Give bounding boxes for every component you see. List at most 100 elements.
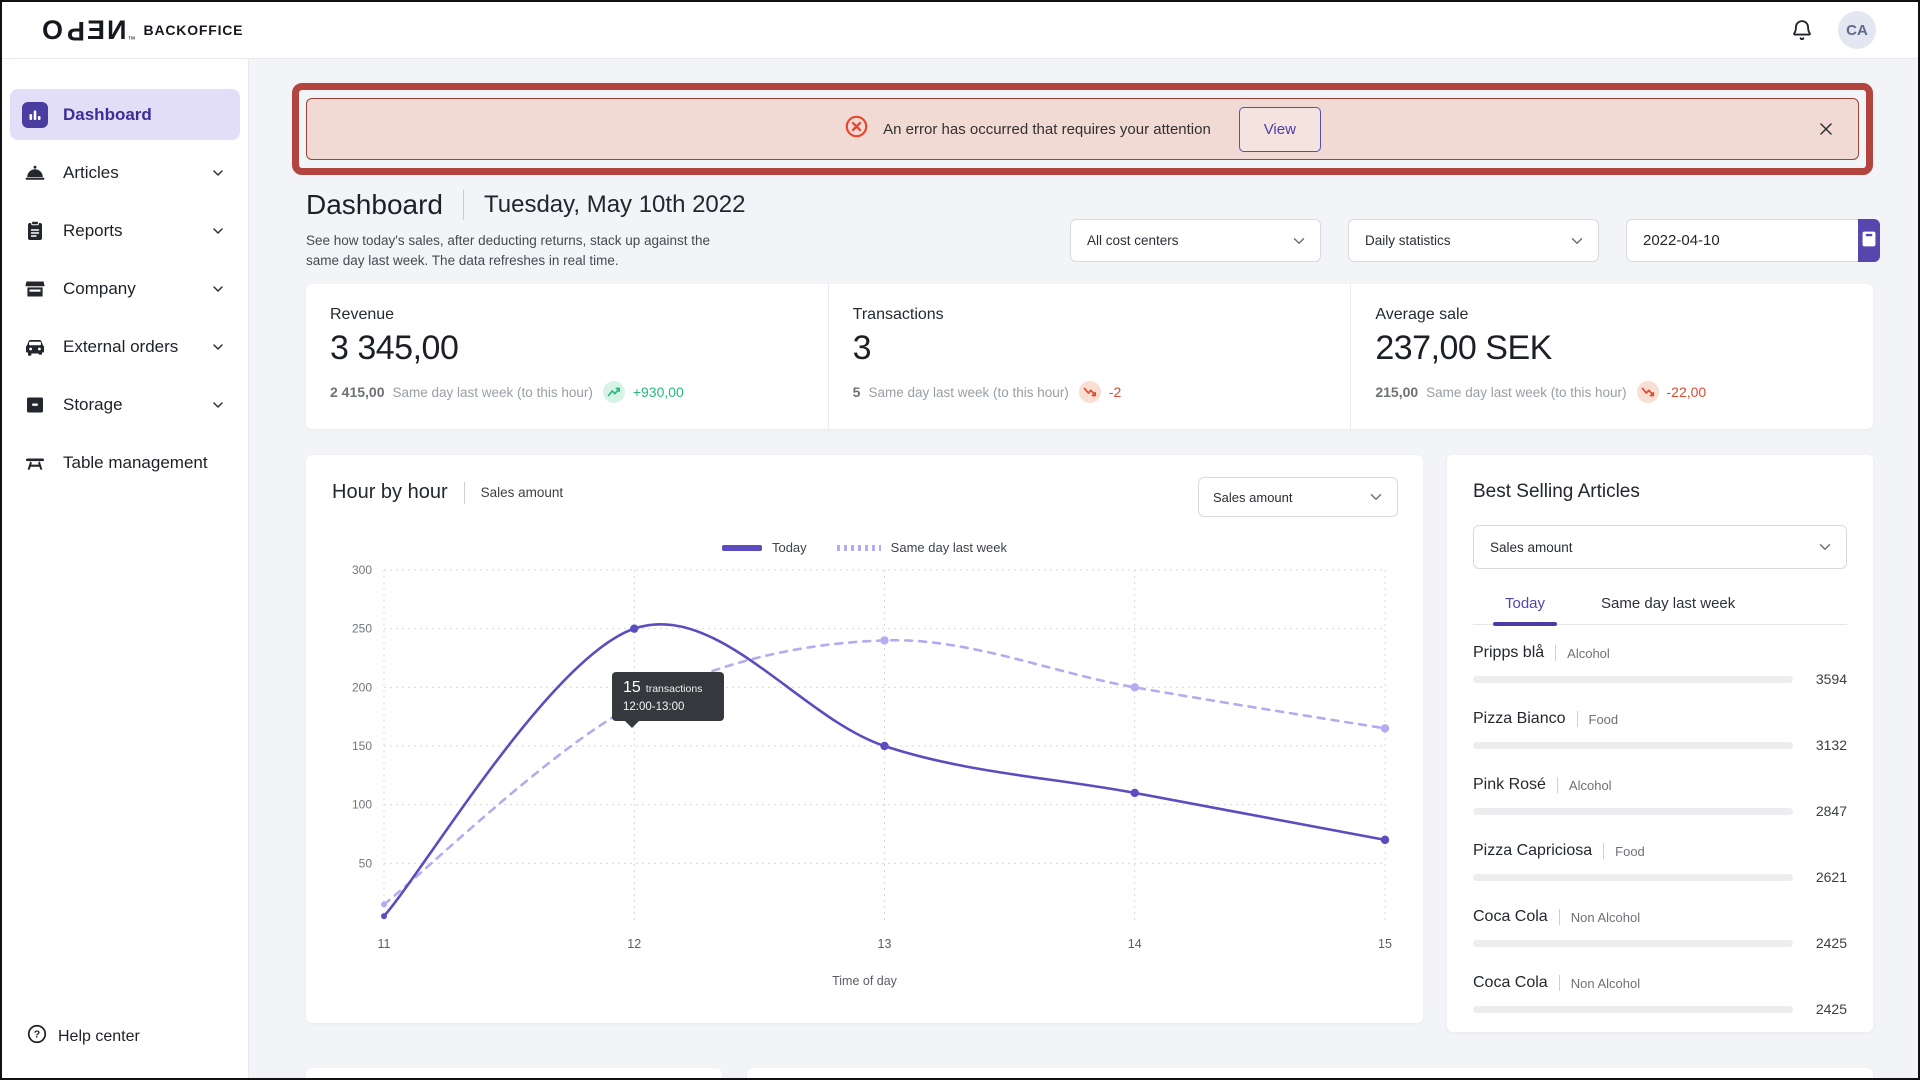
today-line-swatch	[721, 544, 762, 551]
chart-metric-value: Sales amount	[1213, 489, 1293, 505]
article-value: 2621	[1815, 869, 1847, 886]
calendar-icon	[1858, 228, 1880, 253]
kpi-average-sale: Average sale 237,00 SEK 215,00 Same day …	[1350, 284, 1873, 430]
chevron-down-icon[interactable]	[210, 165, 226, 181]
kpi-value: 237,00 SEK	[1375, 329, 1552, 368]
calendar-button[interactable]	[1858, 219, 1880, 262]
article-name: Coca Cola	[1473, 908, 1548, 926]
article-name: Pizza Capriciosa	[1473, 842, 1593, 860]
article-bar-track	[1473, 873, 1793, 881]
trend-down-icon	[1078, 381, 1101, 404]
chart-tooltip: 15 transactions 12:00-13:00	[612, 672, 724, 729]
chart-title: Hour by hour	[332, 481, 448, 504]
best-sellers-list: Pripps blå Alcohol 3594 Pizza Bianco Food 313…	[1473, 631, 1847, 1032]
hour-by-hour-line-chart[interactable]: 50 100 150 200 250 300 11 12 13 14 15	[332, 555, 1397, 965]
cost-center-value: All cost centers	[1087, 233, 1179, 248]
best-sellers-metric-value: Sales amount	[1490, 539, 1573, 555]
sidebar-item-label: Reports	[63, 220, 123, 240]
article-divider	[1576, 711, 1578, 728]
best-sellers-title: Best Selling Articles	[1473, 481, 1640, 503]
logo-letter: P	[65, 15, 86, 46]
article-name: Pink Rosé	[1473, 776, 1546, 794]
kpi-compare-label: Same day last week (to this hour)	[392, 384, 593, 400]
best-seller-row: Coca Cola Non Alcohol 2425	[1473, 895, 1847, 961]
tooltip-unit: transactions	[645, 683, 703, 696]
chevron-down-icon[interactable]	[210, 339, 226, 355]
statistics-select[interactable]: Daily statistics	[1348, 219, 1599, 262]
article-category: Food	[1615, 843, 1645, 859]
svg-text:15: 15	[1378, 937, 1392, 951]
cost-center-select[interactable]: All cost centers	[1070, 219, 1321, 262]
articles-icon	[22, 160, 48, 186]
article-category: Food	[1588, 711, 1619, 727]
legend-label: Today	[771, 540, 807, 556]
sidebar-item-storage[interactable]: Storage	[10, 379, 240, 430]
tooltip-value: 15	[623, 679, 641, 697]
chevron-down-icon[interactable]	[210, 281, 226, 297]
tab-same-day-last-week[interactable]: Same day last week	[1601, 595, 1736, 613]
sidebar-item-external-orders[interactable]: External orders	[10, 321, 240, 372]
company-icon	[22, 276, 48, 302]
sidebar-item-dashboard[interactable]: Dashboard	[10, 89, 240, 140]
article-bar-track	[1473, 1005, 1793, 1013]
error-circle-x-icon	[844, 114, 869, 144]
best-seller-row: Coca Cola Non Alcohol 2425	[1473, 961, 1847, 1027]
user-avatar[interactable]: CA	[1838, 11, 1876, 49]
sidebar-item-label: Dashboard	[63, 104, 152, 124]
page-description: See how today's sales, after deducting r…	[306, 233, 711, 268]
sidebar-item-table-management[interactable]: Table management	[10, 437, 240, 488]
article-value: 3132	[1815, 737, 1847, 754]
kpi-value: 3	[852, 329, 872, 368]
article-category: Non Alcohol	[1570, 975, 1641, 991]
kpi-label: Average sale	[1375, 306, 1469, 324]
article-category: Non Alcohol	[1570, 909, 1641, 925]
best-seller-row: Pizza Capriciosa Food 2621	[1473, 829, 1847, 895]
article-category: Alcohol	[1567, 645, 1610, 661]
best-sellers-metric-select[interactable]: Sales amount	[1473, 525, 1847, 570]
kpi-value: 3 345,00	[330, 329, 459, 368]
sidebar-item-label: Company	[63, 278, 136, 298]
bottom-card-left	[306, 1068, 722, 1078]
error-highlight-annotation: An error has occurred that requires your…	[292, 83, 1873, 175]
svg-text:200: 200	[352, 680, 372, 694]
bottom-cards-row	[306, 1068, 1873, 1078]
help-center-label: Help center	[58, 1027, 140, 1045]
kpi-transactions: Transactions 3 5 Same day last week (to …	[827, 284, 1351, 430]
chart-legend: Today Same day last week	[332, 540, 1397, 555]
sidebar-item-articles[interactable]: Articles	[10, 147, 240, 198]
bottom-card-right	[747, 1068, 1873, 1078]
date-input[interactable]	[1626, 219, 1858, 262]
trend-up-icon	[602, 381, 625, 404]
article-name: Pizza Bianco	[1473, 710, 1566, 728]
svg-text:?: ?	[34, 1029, 40, 1041]
svg-text:11: 11	[378, 937, 391, 951]
article-divider	[1556, 777, 1558, 794]
chart-x-axis-label: Time of day	[832, 974, 897, 989]
help-center-link[interactable]: ? Help center	[26, 1023, 140, 1050]
article-name: Coca Cola	[1473, 974, 1548, 992]
notifications-bell-icon[interactable]	[1788, 16, 1816, 44]
best-selling-articles-card: Best Selling Articles Sales amount Today…	[1447, 455, 1873, 1033]
filter-bar: All cost centers Daily statistics	[1070, 219, 1880, 262]
chevron-down-icon	[1290, 232, 1308, 250]
close-icon[interactable]	[1816, 119, 1836, 139]
article-category: Alcohol	[1568, 777, 1612, 793]
tab-today[interactable]: Today	[1492, 595, 1558, 627]
article-bar-track	[1473, 939, 1793, 947]
last-week-line-swatch	[836, 544, 881, 551]
svg-text:14: 14	[1128, 937, 1142, 951]
chevron-down-icon[interactable]	[210, 223, 226, 239]
sidebar-item-reports[interactable]: Reports	[10, 205, 240, 256]
sidebar-item-company[interactable]: Company	[10, 263, 240, 314]
article-bar-track	[1473, 675, 1793, 683]
kpi-compare-value: 215,00	[1375, 384, 1419, 401]
chart-metric-select[interactable]: Sales amount	[1198, 477, 1398, 518]
article-value: 2847	[1815, 803, 1847, 820]
table-icon	[22, 450, 48, 476]
chevron-down-icon[interactable]	[210, 397, 226, 413]
kpi-delta: +930,00	[632, 384, 684, 401]
view-error-button[interactable]: View	[1238, 106, 1321, 152]
trend-down-icon	[1636, 381, 1659, 404]
